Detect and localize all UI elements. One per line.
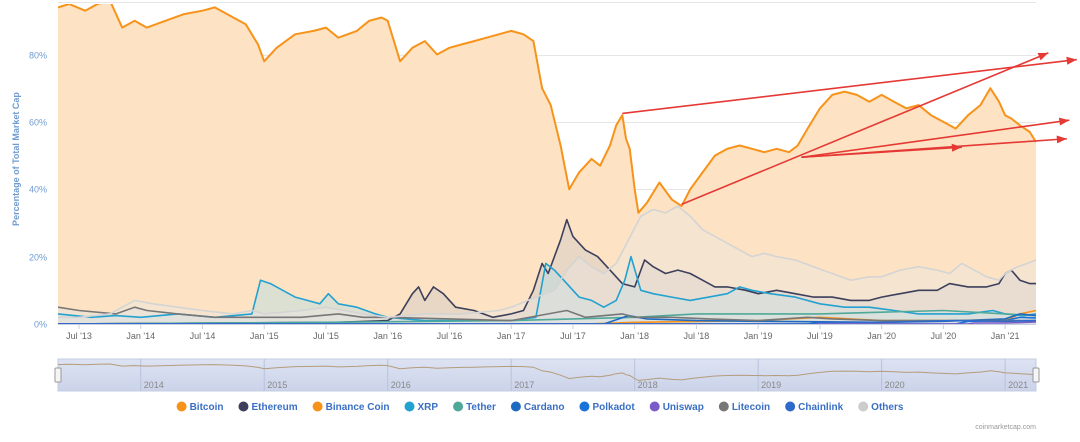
y-axis-title: Percentage of Total Market Cap bbox=[11, 92, 21, 226]
series-line-ethereum bbox=[58, 218, 1036, 325]
y-tick-label: 20% bbox=[29, 253, 47, 263]
x-tick-label: Jul '19 bbox=[807, 331, 833, 341]
x-tick-label: Jan '15 bbox=[250, 331, 279, 341]
x-tick-label: Jul '17 bbox=[560, 331, 586, 341]
trend-arrow-head bbox=[1037, 52, 1049, 61]
navigator-tick-label: 2016 bbox=[391, 380, 411, 390]
x-tick-label: Jul '15 bbox=[313, 331, 339, 341]
legend-marker bbox=[176, 401, 187, 412]
x-tick-label: Jan '14 bbox=[126, 331, 155, 341]
navigator-ticks: 2014 2015 2016 2017 2018 2019 2020 2021 bbox=[140, 359, 1028, 391]
x-tick-label: Jan '16 bbox=[373, 331, 402, 341]
legend-marker bbox=[312, 401, 323, 412]
legend-label: Bitcoin bbox=[190, 402, 224, 413]
x-tick-label: Jul '18 bbox=[684, 331, 710, 341]
legend-marker bbox=[238, 401, 249, 412]
trend-arrow-line bbox=[801, 146, 962, 159]
navigator-tick-label: 2020 bbox=[885, 380, 905, 390]
x-tick-label: Jul '20 bbox=[931, 331, 957, 341]
series-line-bitcoin bbox=[58, 4, 1036, 214]
navigator-left-handle[interactable] bbox=[54, 367, 62, 383]
legend-label: Others bbox=[871, 402, 904, 413]
series-area-binance-coin bbox=[58, 310, 1036, 324]
legend: Bitcoin Ethereum Binance Coin XRP Tether Card… bbox=[176, 401, 904, 414]
legend-marker bbox=[649, 401, 660, 412]
legend-marker bbox=[453, 401, 464, 412]
y-tick-label: 0% bbox=[34, 320, 47, 330]
y-tick-label: 60% bbox=[29, 118, 47, 128]
legend-item-bitcoin[interactable]: Bitcoin bbox=[176, 401, 224, 414]
x-tick-label: Jul '14 bbox=[190, 331, 216, 341]
legend-label: Chainlink bbox=[798, 402, 843, 413]
navigator-right-handle[interactable] bbox=[1032, 367, 1040, 383]
legend-item-ethereum[interactable]: Ethereum bbox=[238, 401, 298, 414]
trend-arrows bbox=[622, 52, 1077, 206]
series-area-bitcoin bbox=[58, 4, 1036, 324]
x-tick-label: Jan '19 bbox=[744, 331, 773, 341]
source-credit: coinmarketcap.com bbox=[975, 424, 1036, 431]
trend-arrow-head bbox=[1066, 56, 1077, 65]
y-axis: 0% 20% 40% 60% 80% bbox=[29, 51, 47, 330]
series-area-litecoin bbox=[58, 307, 1036, 324]
legend-marker bbox=[785, 401, 796, 412]
x-tick-label: Jan '20 bbox=[867, 331, 896, 341]
navigator-series-line bbox=[57, 363, 1037, 381]
x-tick-label: Jul '13 bbox=[66, 331, 92, 341]
legend-marker bbox=[579, 401, 590, 412]
y-tick-label: 80% bbox=[29, 51, 47, 61]
navigator-tick-label: 2017 bbox=[514, 380, 534, 390]
legend-marker bbox=[404, 401, 415, 412]
legend-item-cardano[interactable]: Cardano bbox=[510, 401, 565, 414]
legend-item-litecoin[interactable]: Litecoin bbox=[718, 401, 770, 414]
legend-item-others[interactable]: Others bbox=[858, 401, 904, 414]
legend-item-polkadot[interactable]: Polkadot bbox=[579, 401, 635, 414]
legend-item-xrp[interactable]: XRP bbox=[404, 401, 439, 414]
navigator-tick-label: 2018 bbox=[638, 380, 658, 390]
legend-marker bbox=[858, 401, 869, 412]
navigator-tick-label: 2021 bbox=[1008, 380, 1028, 390]
legend-label: Litecoin bbox=[732, 402, 770, 413]
series-line-xrp bbox=[58, 255, 1036, 322]
x-axis: Jul '13 Jan '14 Jul '14 Jan '15 Jul '15 Jan '… bbox=[66, 324, 1020, 341]
series-area-others bbox=[58, 206, 1036, 324]
series-area-tether bbox=[58, 310, 1036, 324]
series-line-litecoin bbox=[58, 306, 1036, 322]
series-line-others bbox=[58, 205, 1036, 319]
range-navigator[interactable]: 2014 2015 2016 2017 2018 2019 2020 2021 bbox=[54, 358, 1040, 392]
series-areas bbox=[58, 4, 1036, 324]
legend-label: Ethereum bbox=[251, 402, 297, 413]
legend-label: Uniswap bbox=[663, 402, 704, 413]
x-tick-label: Jan '21 bbox=[991, 331, 1020, 341]
y-tick-label: 40% bbox=[29, 185, 47, 195]
legend-label: Tether bbox=[466, 402, 496, 413]
legend-item-chainlink[interactable]: Chainlink bbox=[785, 401, 844, 414]
navigator-background bbox=[57, 358, 1037, 392]
legend-item-binance-coin[interactable]: Binance Coin bbox=[312, 401, 390, 414]
trend-arrow-line bbox=[681, 52, 1049, 206]
legend-label: XRP bbox=[418, 402, 439, 413]
series-line-tether bbox=[58, 309, 1036, 325]
series-area-xrp bbox=[58, 256, 1036, 324]
navigator-tick-label: 2014 bbox=[144, 380, 164, 390]
navigator-tick-label: 2019 bbox=[761, 380, 781, 390]
legend-label: Polkadot bbox=[592, 402, 635, 413]
legend-label: Binance Coin bbox=[326, 402, 390, 413]
trend-arrow-line bbox=[801, 119, 1070, 159]
trend-arrow-head bbox=[1056, 135, 1067, 144]
legend-marker bbox=[510, 401, 521, 412]
trend-arrow-head bbox=[1058, 117, 1070, 126]
legend-marker bbox=[718, 401, 729, 412]
legend-label: Cardano bbox=[524, 402, 565, 413]
x-tick-label: Jan '18 bbox=[620, 331, 649, 341]
x-tick-label: Jan '17 bbox=[497, 331, 526, 341]
series-area-cardano bbox=[58, 313, 1036, 324]
legend-item-uniswap[interactable]: Uniswap bbox=[649, 401, 704, 414]
legend-item-tether[interactable]: Tether bbox=[453, 401, 496, 414]
trend-arrow-line bbox=[622, 58, 1077, 115]
trend-arrow-head bbox=[951, 143, 962, 152]
x-tick-label: Jul '16 bbox=[437, 331, 463, 341]
navigator-tick-label: 2015 bbox=[267, 380, 287, 390]
